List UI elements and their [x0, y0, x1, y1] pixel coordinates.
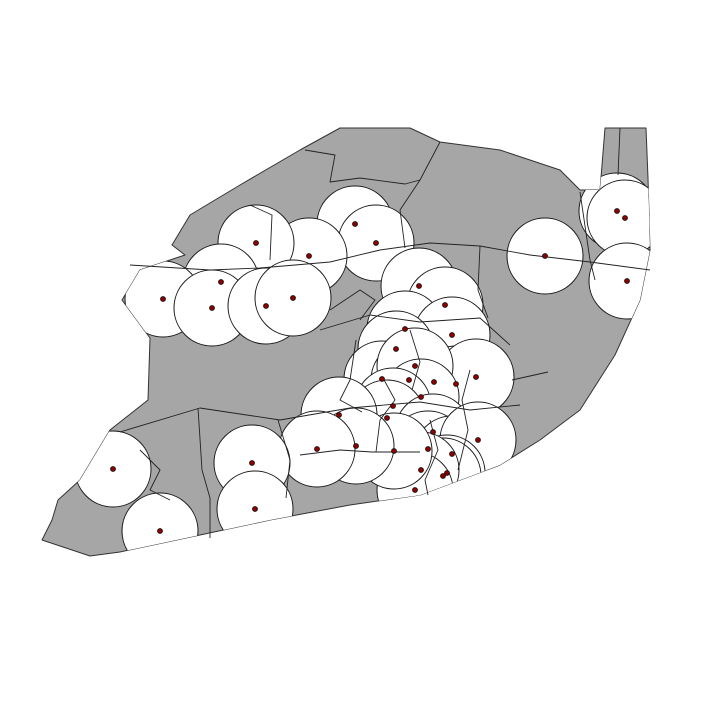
boundary-line	[409, 329, 421, 391]
sample-point	[449, 451, 455, 457]
sample-point	[306, 253, 312, 259]
boundary-line	[399, 179, 421, 249]
boundary-line	[617, 127, 621, 176]
sample-point	[418, 467, 424, 473]
sample-point	[542, 253, 548, 259]
sample-point	[440, 473, 446, 479]
boundary-line	[119, 401, 521, 433]
sample-point	[218, 279, 224, 285]
sample-point	[614, 208, 620, 214]
boundary-line	[457, 369, 471, 471]
sample-point	[449, 332, 455, 338]
sample-point	[416, 283, 422, 289]
sample-point	[160, 296, 166, 302]
sample-point	[406, 377, 412, 383]
boundary-line	[424, 419, 439, 496]
sample-point	[442, 302, 448, 308]
sample-point	[336, 412, 342, 418]
sample-point	[314, 446, 320, 452]
sample-point	[352, 221, 358, 227]
boundary-line	[139, 449, 171, 501]
sample-point	[444, 470, 450, 476]
sample-point	[209, 305, 215, 311]
sample-point	[253, 240, 259, 246]
sample-point	[249, 460, 255, 466]
boundary-line	[339, 339, 363, 413]
sample-point	[624, 278, 630, 284]
boundary-line	[579, 191, 596, 281]
sample-point	[402, 326, 408, 332]
sample-point	[622, 215, 628, 221]
boundary-line	[477, 245, 489, 319]
sample-point	[390, 403, 396, 409]
sample-point	[425, 446, 431, 452]
sample-point	[473, 374, 479, 380]
sample-point	[430, 429, 436, 435]
sample-point	[391, 448, 397, 454]
boundary-line	[319, 314, 511, 346]
sample-point	[418, 394, 424, 400]
sample-point	[353, 443, 359, 449]
boundary-line	[375, 377, 396, 453]
sample-point	[110, 466, 116, 472]
parish-boundaries	[119, 127, 651, 538]
sample-point	[412, 363, 418, 369]
boundary-line	[197, 407, 211, 538]
boundary-line	[329, 289, 376, 321]
boundary-line	[249, 204, 273, 261]
sample-point	[431, 379, 437, 385]
sample-point	[412, 487, 418, 493]
sample-point	[263, 303, 269, 309]
boundary-line	[277, 419, 291, 499]
sample-point	[373, 240, 379, 246]
boundary-line	[511, 371, 549, 381]
sample-point	[252, 506, 258, 512]
sample-point	[393, 346, 399, 352]
sample-point	[379, 376, 385, 382]
sample-point	[290, 295, 296, 301]
sample-point	[475, 437, 481, 443]
sample-point	[384, 415, 390, 421]
sample-points	[110, 208, 630, 534]
sample-point	[157, 528, 163, 534]
sample-point	[453, 381, 459, 387]
